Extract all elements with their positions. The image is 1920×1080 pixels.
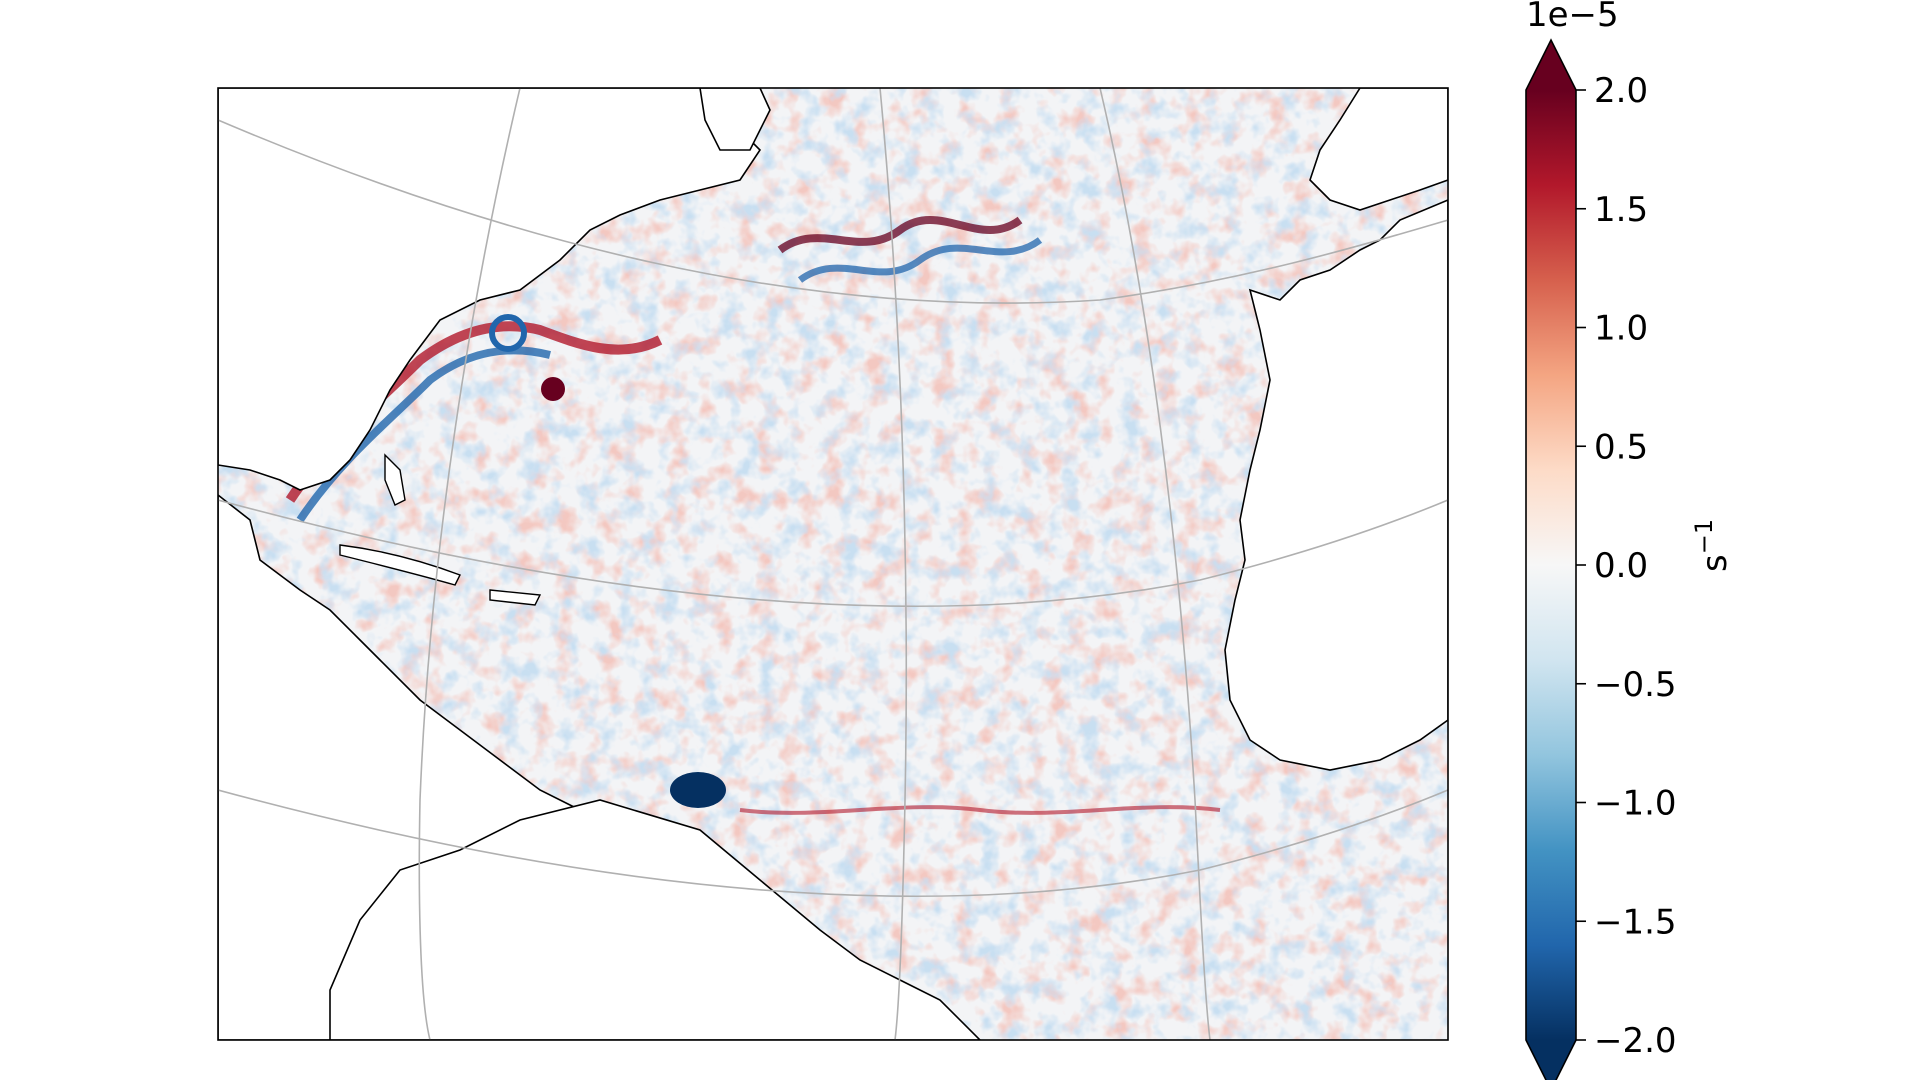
map-panel bbox=[218, 88, 1448, 1040]
colorbar-tick-label: −0.5 bbox=[1594, 665, 1677, 705]
colorbar-extend-bottom bbox=[1526, 1040, 1576, 1080]
africa-land bbox=[1224, 199, 1448, 771]
colorbar-tick-label: −2.0 bbox=[1594, 1021, 1677, 1061]
graticule bbox=[218, 88, 1448, 1040]
colorbar-tick-label: 0.0 bbox=[1594, 546, 1648, 586]
colorbar-tick-label: −1.5 bbox=[1594, 902, 1677, 942]
eddy bbox=[541, 377, 565, 401]
colorbar-tick-label: 1.5 bbox=[1594, 190, 1648, 230]
colorbar-body bbox=[1526, 90, 1576, 1040]
south-america-land bbox=[329, 799, 982, 1040]
europe-land bbox=[1309, 88, 1448, 211]
colorbar-exponent-label: 1e−5 bbox=[1526, 0, 1619, 35]
hispaniola-island bbox=[489, 589, 542, 606]
cuba-island bbox=[339, 544, 461, 586]
eddy bbox=[670, 772, 726, 808]
subpolar-eddies-cold bbox=[797, 237, 1043, 283]
colorbar-tick-label: 0.5 bbox=[1594, 427, 1648, 467]
colorbar-tick-label: 1.0 bbox=[1594, 309, 1648, 349]
map-frame bbox=[217, 87, 1449, 1041]
north-america-land bbox=[218, 88, 762, 491]
colorbar-tick-label: 2.0 bbox=[1594, 71, 1648, 111]
colorbar-extend-top bbox=[1526, 40, 1576, 90]
equatorial-current bbox=[739, 805, 1221, 815]
colorbar-ticks: 2.0 1.5 1.0 0.5 0.0 −0.5 −1.0 −1.5 −2.0 bbox=[1576, 71, 1677, 1061]
greenland-land bbox=[699, 88, 771, 151]
colorbar: 2.0 1.5 1.0 0.5 0.0 −0.5 −1.0 −1.5 −2.0 1e−5 s−1 bbox=[1525, 0, 1735, 1080]
florida-land bbox=[384, 453, 406, 506]
subpolar-eddies bbox=[777, 216, 1023, 254]
colorbar-unit-label: s−1 bbox=[1690, 519, 1735, 572]
colorbar-tick-label: −1.0 bbox=[1594, 784, 1677, 824]
eddy bbox=[489, 314, 527, 352]
